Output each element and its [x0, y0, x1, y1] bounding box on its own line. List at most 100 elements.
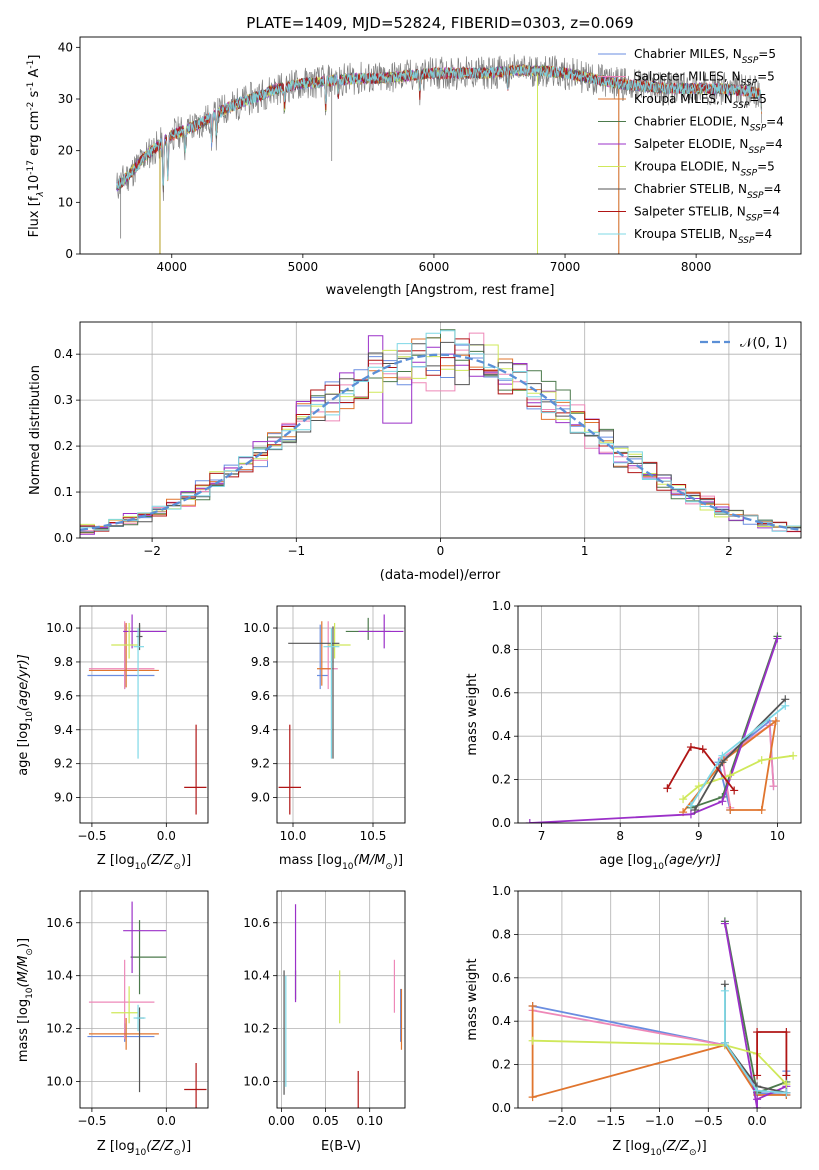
y-tick-label: 9.0: [251, 791, 270, 805]
weight-marker: [753, 1086, 762, 1095]
errorbar-salpeter-elodie: [123, 901, 167, 974]
histogram-kroupa-stelib: [80, 330, 801, 532]
x-axis-label: age [log10(age/yr)]: [599, 853, 721, 872]
panel-mass_vs_ebv: 0.00 0.05 0.10 10.0 10.2 10.4 10.6 E(B-V): [243, 890, 406, 1154]
label-part: N: [741, 115, 750, 129]
x-tick-label: 0.05: [312, 1114, 339, 1128]
label-part: Chabrier STELIB,: [634, 182, 738, 196]
weight-marker: [679, 795, 688, 804]
legend-label-salpeter-elodie: Salpeter ELODIE, NSSP=4: [634, 137, 783, 156]
axes-frame: [79, 321, 802, 539]
y-tick-label: 30: [58, 92, 73, 106]
axes-frame: [276, 605, 406, 824]
y-tick-label: 0.1: [54, 485, 73, 499]
legend-label-chabrier-stelib: Chabrier STELIB, NSSP=4: [634, 182, 781, 201]
legend-label-salpeter-stelib: Salpeter STELIB, NSSP=4: [634, 205, 780, 224]
y-tick-label: 0.6: [492, 971, 511, 985]
weight-line: [724, 984, 787, 1094]
label-part: )]: [393, 853, 403, 868]
y-tick-label: 0.3: [54, 393, 73, 407]
weight-series-kroupa-miles: [679, 717, 780, 817]
axes: 4000 5000 6000 7000 8000 0 10 20 30 40 wavelength …: [26, 40, 711, 298]
label-part: =5: [749, 92, 767, 106]
label-part: erg cm: [27, 111, 42, 160]
label-part: )]: [181, 1139, 191, 1154]
weight-marker: [781, 701, 790, 710]
y-axis-label: Flux [fλ10-17 erg cm-2 s-1 A-1]: [26, 55, 46, 238]
weight-series-kroupa-stelib: [720, 986, 791, 1097]
label-part: SSP: [742, 56, 759, 66]
x-axis-label: Z [log10(Z/Z⊙)]: [97, 853, 191, 872]
weight-marker: [730, 786, 739, 795]
y-tick-label: 9.2: [54, 757, 73, 771]
label-part: Z [log: [97, 853, 135, 868]
weight-series-kroupa-stelib: [686, 701, 790, 810]
x-tick-label: 0.10: [356, 1114, 383, 1128]
label-part: age [log: [599, 853, 652, 868]
label-part: 10: [25, 987, 35, 999]
weight-marker: [686, 801, 695, 810]
x-tick-label: 1: [581, 544, 589, 558]
errorbar-kroupa-miles: [317, 621, 332, 686]
label-part: Kroupa ELODIE,: [634, 160, 732, 174]
y-tick-label: 9.8: [54, 655, 73, 669]
weight-marker: [686, 810, 695, 819]
weight-series-kroupa-elodie: [679, 751, 798, 804]
y-tick-label: 10.0: [243, 621, 270, 635]
axes-frame: [79, 36, 802, 255]
label-part: N: [733, 47, 742, 61]
label-part: N: [732, 160, 741, 174]
label-part: Salpeter STELIB,: [634, 205, 737, 219]
weight-marker: [528, 1002, 537, 1011]
x-tick-label: 5000: [288, 260, 319, 274]
weight-marker: [720, 1038, 729, 1047]
label-part: ⊙: [385, 862, 393, 872]
label-part: (M/M: [16, 956, 31, 988]
label-part: SSP: [750, 124, 767, 134]
x-tick-label: 8000: [681, 260, 712, 274]
weight-marker: [773, 634, 782, 643]
errorbar-chabrier-miles: [87, 1023, 155, 1042]
x-tick-label: 10.5: [360, 829, 387, 843]
x-tick-label: 10.0: [280, 829, 307, 843]
x-tick-label: 8: [616, 829, 624, 843]
errorbar-kroupa-miles: [88, 1018, 159, 1050]
label-part: age [log: [16, 723, 31, 776]
weight-marker: [718, 797, 727, 806]
x-tick-label: 0.0: [157, 829, 176, 843]
panel-mass_vs_Z: −0.5 0.010.010.210.410.6Z [log10(Z/Z⊙)]ma…: [16, 890, 209, 1158]
label-part: N: [724, 92, 733, 106]
label-part: =4: [766, 115, 784, 129]
errorbar-kroupa-stelib: [133, 628, 144, 759]
label-part: 10: [25, 711, 35, 723]
y-tick-label: 0.0: [54, 531, 73, 545]
label-part: SSP: [748, 146, 765, 156]
y-tick-label: 0.2: [492, 773, 511, 787]
weight-series-salpeter-stelib: [753, 1028, 791, 1080]
weight-line: [724, 990, 787, 1094]
axes: 10.0 10.5 9.0 9.2 9.4 9.6 9.8 10.0 mass [log10(M…: [243, 621, 403, 872]
label-part: 10: [650, 1148, 662, 1158]
panel-weight_vs_Z: −2.0 −1.5 −1.0 −0.5 0.0 0.0 0.2 0.4 0.6 0.8 1.0 mas…: [465, 884, 802, 1158]
label-part: 10: [342, 862, 354, 872]
label-part: N: [732, 70, 741, 84]
label-part: mass [log: [16, 999, 31, 1062]
axes: −0.5 0.010.010.210.410.6Z [log10(Z/Z⊙)]ma…: [16, 916, 191, 1158]
x-tick-label: 9: [695, 829, 703, 843]
y-tick-label: 0.4: [54, 347, 73, 361]
label-part: (Z/Z: [146, 853, 174, 868]
label-part: =4: [764, 182, 782, 196]
y-tick-label: 10.4: [243, 969, 270, 983]
axes: −0.5 0.09.09.29.49.69.810.0Z [log10(Z/Z⊙)…: [16, 621, 191, 872]
label-part: ]: [27, 55, 42, 60]
errorbar-salpeter-stelib: [184, 1063, 207, 1108]
weight-series-salpeter-stelib: [663, 743, 739, 795]
x-tick-label: 7000: [550, 260, 581, 274]
weight-marker: [782, 1088, 791, 1097]
x-tick-label: −2: [143, 544, 161, 558]
y-tick-label: 10: [58, 195, 73, 209]
plot-area: [525, 632, 798, 823]
y-tick-label: 10.4: [46, 969, 73, 983]
label-part: =5: [758, 47, 776, 61]
axes: 7 8 9 10 0.0 0.2 0.4 0.6 0.8 1.0 mass weight age [l…: [465, 599, 785, 872]
